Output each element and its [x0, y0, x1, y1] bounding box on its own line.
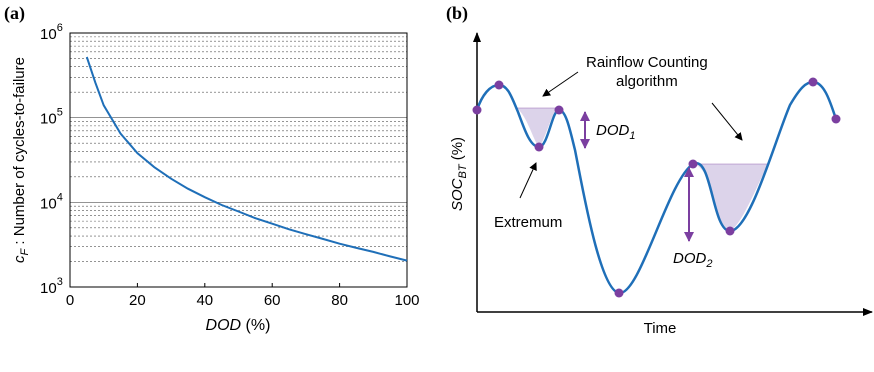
rainflow-pointer-arrow-2	[711, 102, 743, 141]
extremum-point	[534, 142, 544, 152]
chart-a-y-tick-label: 106	[40, 22, 63, 43]
extremum-point	[831, 114, 841, 124]
chart-a-x-axis-label: DOD (%)	[206, 317, 271, 334]
rainflow-label-line1: Rainflow Counting	[586, 54, 708, 71]
extremum-point	[614, 288, 624, 298]
chart-b-x-axis-label: Time	[644, 320, 677, 337]
rainflow-shade-1	[517, 108, 557, 147]
extremum-point	[725, 226, 735, 236]
chart-a-y-tick-label: 104	[40, 191, 63, 212]
extremum-point	[808, 77, 818, 87]
chart-a-y-tick-label: 103	[40, 276, 63, 297]
chart-a-series-line	[85, 56, 408, 262]
panel-label-a: (a)	[4, 3, 25, 24]
chart-a-x-tick-label: 60	[264, 292, 281, 309]
chart-a-y-ticks: 103 104 105 106	[40, 22, 63, 297]
extremum-point	[688, 159, 698, 169]
chart-a-x-tick-label: 100	[394, 292, 419, 309]
chart-b-y-axis-label: SOCBT (%)	[449, 137, 469, 211]
chart-a-x-tick-label: 20	[129, 292, 146, 309]
chart-a-x-tick-label: 80	[331, 292, 348, 309]
extremum-point	[554, 105, 564, 115]
chart-b: Rainflow Counting algorithm Extremum DOD…	[449, 32, 873, 337]
chart-a-y-axis-label: cF : Number of cycles-to-failure	[11, 57, 31, 263]
extremum-label: Extremum	[494, 214, 562, 231]
chart-a-x-tick-label: 0	[66, 292, 74, 309]
chart-a-x-tick-label: 40	[196, 292, 213, 309]
extremum-point	[494, 80, 504, 90]
dod1-label: DOD1	[596, 122, 635, 142]
chart-a-y-tick-label: 105	[40, 107, 63, 128]
rainflow-shade-2	[693, 164, 768, 231]
chart-a: 0 20 40 60 80 100 103 104 105 106 DOD (%) cF : N…	[11, 22, 420, 334]
extremum-point	[472, 105, 482, 115]
rainflow-pointer-arrow-1	[542, 71, 579, 97]
extremum-pointer-arrow	[519, 162, 537, 199]
rainflow-label-line2: algorithm	[616, 73, 678, 90]
chart-a-x-ticks: 0 20 40 60 80 100	[66, 283, 420, 309]
dod2-label: DOD2	[673, 250, 712, 270]
panel-label-b: (b)	[446, 3, 468, 24]
chart-a-frame	[69, 32, 408, 288]
